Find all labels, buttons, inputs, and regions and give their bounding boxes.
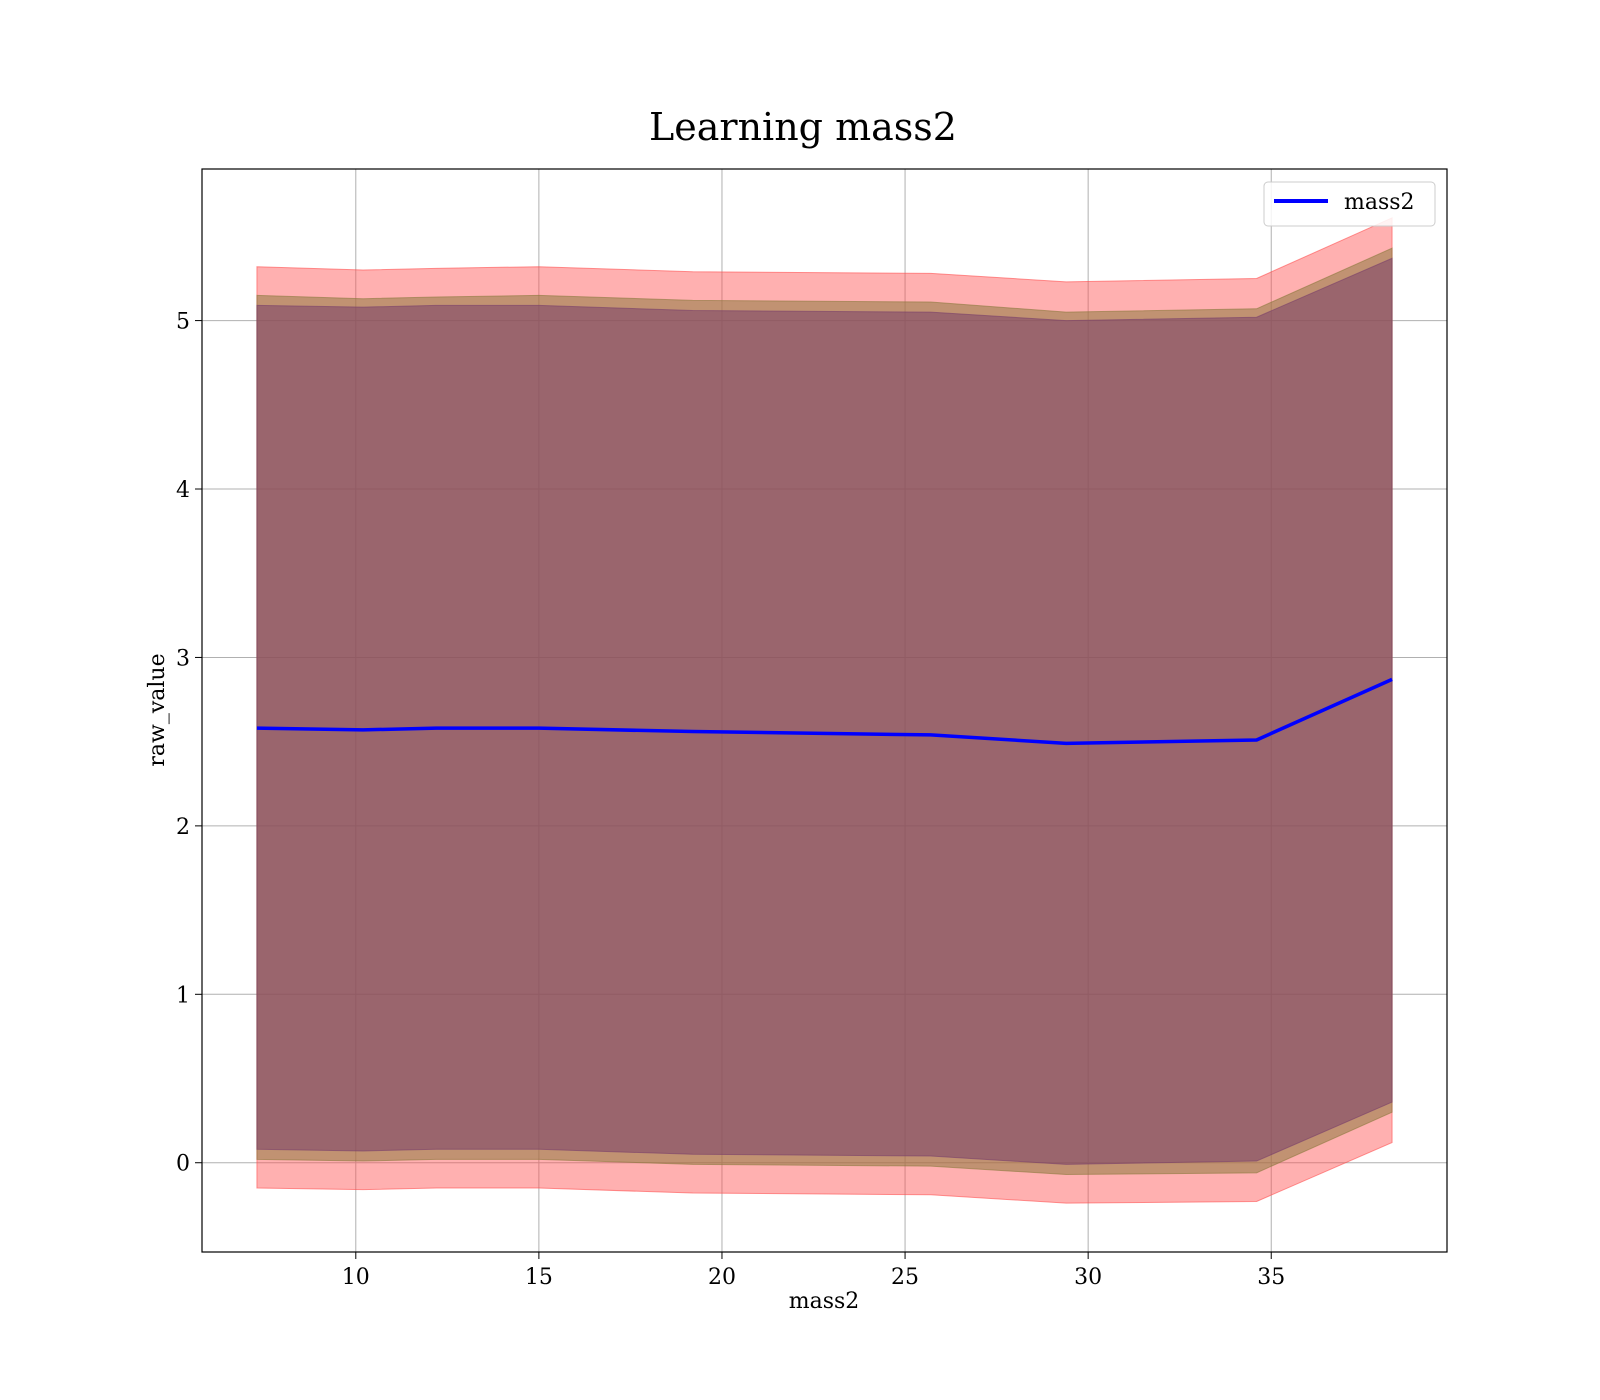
legend: mass2 [1263,181,1436,227]
y-axis-label: raw_value [145,653,170,766]
plot-frame [201,168,1448,1253]
x-tick-label: 15 [525,1265,553,1290]
chart-title: Learning mass2 [649,105,957,149]
x-axis-ticks: 10 15 20 25 30 35 [342,1252,1285,1290]
x-tick-label: 20 [708,1265,736,1290]
y-tick-label: 0 [176,1152,190,1177]
plot-area [201,168,1448,1253]
x-tick-label: 25 [891,1265,919,1290]
x-tick-label: 10 [342,1265,370,1290]
legend-box [1263,181,1436,227]
y-tick-label: 5 [176,310,190,335]
confidence-band-3 [256,257,1393,1165]
y-tick-label: 1 [176,983,190,1008]
legend-label-mass2: mass2 [1344,190,1415,215]
y-tick-label: 4 [176,478,190,503]
y-tick-label: 3 [176,646,190,671]
x-tick-label: 35 [1257,1265,1285,1290]
series-line-mass2 [256,677,1393,746]
x-tick-label: 30 [1074,1265,1102,1290]
y-axis-ticks: 0 1 2 3 4 5 [176,310,202,1177]
y-tick-label: 2 [176,815,190,840]
series-lines [256,677,1393,746]
confidence-bands [256,217,1393,1204]
x-axis-label: mass2 [789,1289,860,1314]
